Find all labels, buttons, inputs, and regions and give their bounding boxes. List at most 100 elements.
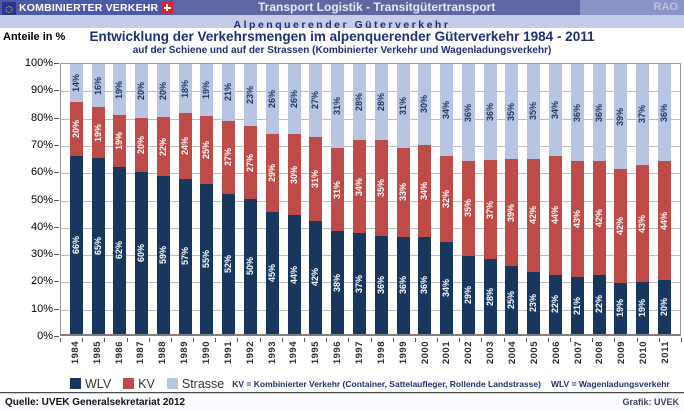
- y-tick-mark: [54, 336, 59, 337]
- bar-segment-wlv: 57%: [178, 178, 192, 334]
- bar-segment-strasse: 39%: [614, 64, 628, 170]
- segment-value-label: 59%: [157, 246, 168, 265]
- y-tick-label: 90%: [30, 84, 53, 97]
- legend-label: KV: [138, 376, 155, 391]
- segment-value-label: 23%: [245, 86, 256, 105]
- bar-2011: 36% 44% 20%: [657, 64, 671, 334]
- year-label: 1987: [135, 341, 147, 365]
- year-label: 2009: [616, 341, 628, 365]
- segment-value-label: 43%: [637, 214, 648, 233]
- year-label: 1991: [222, 341, 234, 365]
- x-tick-mark: [326, 338, 328, 342]
- x-axis-labels: 1984 1985 1986 1987 1988 1989 1990 1991 1992 1993…: [60, 341, 681, 375]
- bar-segment-kv: 34%: [352, 140, 366, 234]
- subheader-label: Alpenquerender Güterverkehr: [233, 19, 451, 31]
- legend-definitions: KV = Kombinierter Verkehr (Container, Sa…: [232, 379, 670, 389]
- bar-segment-strasse: 19%: [200, 64, 214, 116]
- bar-segment-strasse: 30%: [418, 64, 432, 145]
- banner-title: Transport Logistik - Transitgütertranspo…: [173, 0, 580, 15]
- year-label: 1997: [354, 341, 366, 365]
- segment-value-label: 42%: [615, 216, 626, 235]
- year-label: 1986: [113, 341, 125, 365]
- segment-value-label: 29%: [266, 164, 277, 183]
- bar-segment-wlv: 25%: [505, 265, 519, 334]
- y-tick-label: 100%: [24, 57, 53, 69]
- bar-segment-kv: 31%: [309, 136, 323, 221]
- year-label: 1993: [266, 341, 278, 365]
- bar-1993: 26% 29% 45%: [265, 64, 279, 334]
- year-label: 2000: [419, 341, 431, 365]
- bar-segment-kv: 20%: [69, 101, 83, 156]
- bar-segment-strasse: 36%: [657, 64, 671, 162]
- x-axis-ticks: [60, 338, 682, 342]
- bar-1989: 18% 24% 57%: [178, 64, 192, 334]
- segment-value-label: 36%: [658, 103, 669, 122]
- bar-2007: 36% 43% 21%: [570, 64, 584, 334]
- x-tick-mark: [437, 338, 439, 342]
- segment-value-label: 36%: [375, 275, 386, 294]
- legend-swatch: [166, 378, 178, 389]
- year-label: 1996: [332, 341, 344, 365]
- bar-segment-strasse: 36%: [592, 64, 606, 162]
- legend-item-strasse: Strasse: [166, 377, 224, 391]
- segment-value-label: 36%: [419, 276, 430, 295]
- year-label: 2006: [550, 341, 562, 365]
- segment-value-label: 57%: [179, 247, 190, 266]
- segment-value-label: 38%: [332, 273, 343, 292]
- credit-label: Grafik: UVEK: [622, 397, 679, 407]
- segment-value-label: 19%: [637, 299, 648, 318]
- legend-def-wlv: WLV = Wagenladungsverkehr: [550, 378, 670, 389]
- segment-value-label: 31%: [397, 96, 408, 115]
- segment-value-label: 36%: [462, 103, 473, 122]
- bar-segment-strasse: 18%: [178, 64, 192, 114]
- legend-def-kv: KV = Kombinierter Verkehr (Container, Sa…: [232, 378, 541, 389]
- segment-value-label: 16%: [92, 76, 103, 95]
- x-tick-mark: [392, 338, 394, 342]
- segment-value-label: 36%: [593, 103, 604, 122]
- bar-segment-strasse: 26%: [265, 64, 279, 135]
- segment-value-label: 21%: [223, 83, 234, 102]
- bar-segment-strasse: 23%: [244, 64, 258, 127]
- bar-2010: 37% 43% 19%: [636, 64, 650, 334]
- segment-value-label: 30%: [419, 95, 430, 114]
- segment-value-label: 14%: [70, 73, 81, 92]
- segment-value-label: 19%: [201, 80, 212, 99]
- bar-2003: 36% 37% 28%: [483, 64, 497, 334]
- bar-segment-wlv: 22%: [592, 274, 606, 334]
- x-tick-mark: [237, 338, 239, 342]
- segment-value-label: 37%: [484, 200, 495, 219]
- segment-value-label: 19%: [92, 123, 103, 142]
- segment-value-label: 26%: [266, 90, 277, 109]
- legend-item-wlv: WLV: [70, 377, 111, 391]
- bar-segment-wlv: 45%: [265, 212, 279, 334]
- segment-value-label: 34%: [549, 100, 560, 119]
- segment-value-label: 34%: [441, 100, 452, 119]
- bar-segment-wlv: 28%: [483, 259, 497, 334]
- segment-value-label: 19%: [114, 80, 125, 99]
- year-label: 2011: [660, 341, 672, 364]
- bar-1988: 20% 22% 59%: [156, 64, 170, 334]
- bar-segment-kv: 37%: [483, 160, 497, 260]
- segment-value-label: 28%: [484, 287, 495, 306]
- bar-segment-strasse: 36%: [570, 64, 584, 162]
- gridline: [61, 173, 680, 175]
- x-tick-mark: [636, 338, 638, 342]
- bar-segment-wlv: 19%: [614, 282, 628, 334]
- x-tick-mark: [547, 338, 549, 342]
- y-tick-label: 60%: [30, 166, 53, 179]
- bar-segment-strasse: 34%: [548, 64, 562, 156]
- brand-label: KOMBINIERTER VERKEHR: [19, 1, 159, 14]
- segment-value-label: 45%: [266, 264, 277, 283]
- y-tick-mark: [54, 63, 59, 64]
- segment-value-label: 60%: [136, 243, 147, 262]
- year-label: 2010: [638, 341, 650, 365]
- bar-segment-kv: 27%: [222, 120, 236, 194]
- chart-subtitle: auf der Schiene und auf der Strassen (Ko…: [132, 45, 552, 56]
- bar-segment-kv: 25%: [200, 115, 214, 184]
- gridline: [61, 145, 680, 147]
- bar-segment-wlv: 60%: [135, 172, 149, 334]
- x-tick-mark: [481, 338, 483, 342]
- x-tick-mark: [525, 338, 527, 342]
- year-label: 2003: [485, 341, 497, 365]
- source-label: Quelle: UVEK Generalsekretariat 2012: [5, 396, 186, 408]
